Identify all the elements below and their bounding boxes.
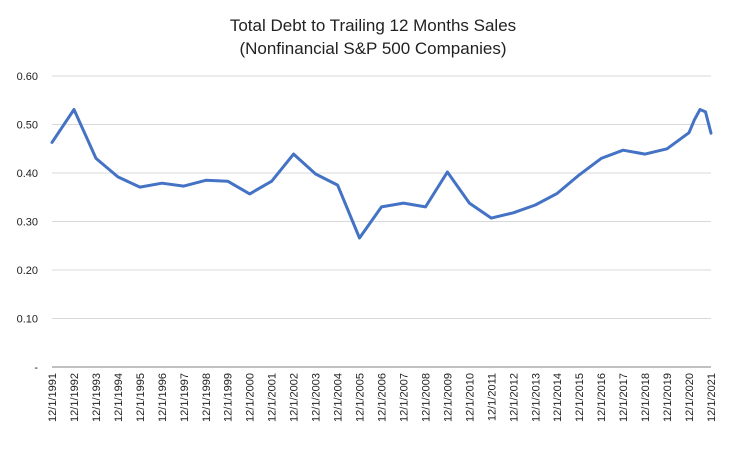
x-tick-label: 12/1/1994 xyxy=(113,373,125,422)
x-tick-label: 12/1/1996 xyxy=(157,373,169,422)
x-tick-label: 12/1/2015 xyxy=(574,373,586,422)
x-tick-label: 12/1/2011 xyxy=(486,373,498,421)
y-tick-label: 0.20 xyxy=(17,265,38,277)
x-tick-label: 12/1/2007 xyxy=(399,373,411,422)
x-tick-label: 12/1/2004 xyxy=(333,373,345,422)
y-tick-label: - xyxy=(34,362,38,374)
gridlines xyxy=(52,75,711,319)
x-tick-label: 12/1/2017 xyxy=(618,373,630,422)
x-tick-label: 12/1/1992 xyxy=(69,373,81,422)
x-tick-label: 12/1/2018 xyxy=(640,373,652,422)
x-tick-label: 12/1/2001 xyxy=(267,373,279,422)
x-tick-label: 12/1/2013 xyxy=(530,373,542,422)
x-tick-label: 12/1/2012 xyxy=(508,373,520,422)
x-tick-label: 12/1/2021 xyxy=(706,373,718,422)
x-tick-label: 12/1/2019 xyxy=(662,373,674,422)
chart-subtitle: (Nonfinancial S&P 500 Companies) xyxy=(239,39,506,58)
x-tick-label: 12/1/2014 xyxy=(552,373,564,422)
y-tick-label: 0.10 xyxy=(17,314,38,326)
x-tick-label: 12/1/1993 xyxy=(91,373,103,422)
y-tick-label: 0.40 xyxy=(17,168,38,180)
x-tick-label: 12/1/2003 xyxy=(311,373,323,422)
series-line xyxy=(50,108,713,240)
x-tick-label: 12/1/2010 xyxy=(464,373,476,422)
x-tick-label: 12/1/2016 xyxy=(596,373,608,422)
x-tick-label: 12/1/1999 xyxy=(223,373,235,422)
y-axis-ticks: - 0.10 0.20 0.30 0.40 0.50 0.60 xyxy=(17,71,39,374)
x-tick-label: 12/1/2009 xyxy=(442,373,454,422)
x-tick-label: 12/1/1998 xyxy=(201,373,213,422)
x-tick-label: 12/1/2006 xyxy=(377,373,389,422)
x-tick-label: 12/1/2005 xyxy=(355,373,367,422)
y-tick-label: 0.50 xyxy=(17,120,38,132)
x-tick-label: 12/1/1991 xyxy=(47,373,59,422)
x-tick-label: 12/1/1995 xyxy=(135,373,147,422)
x-tick-label: 12/1/2008 xyxy=(420,373,432,422)
x-tick-label: 12/1/2000 xyxy=(245,373,257,422)
y-tick-label: 0.30 xyxy=(17,217,38,229)
x-tick-label: 12/1/2002 xyxy=(289,373,301,422)
chart-title: Total Debt to Trailing 12 Months Sales xyxy=(230,16,516,35)
x-tick-label: 12/1/1997 xyxy=(179,373,191,422)
x-tick-label: 12/1/2020 xyxy=(684,373,696,422)
y-tick-label: 0.60 xyxy=(17,71,38,83)
x-axis-ticks: 12/1/1991 12/1/1992 12/1/1993 12/1/1994 12/1… xyxy=(47,373,718,422)
